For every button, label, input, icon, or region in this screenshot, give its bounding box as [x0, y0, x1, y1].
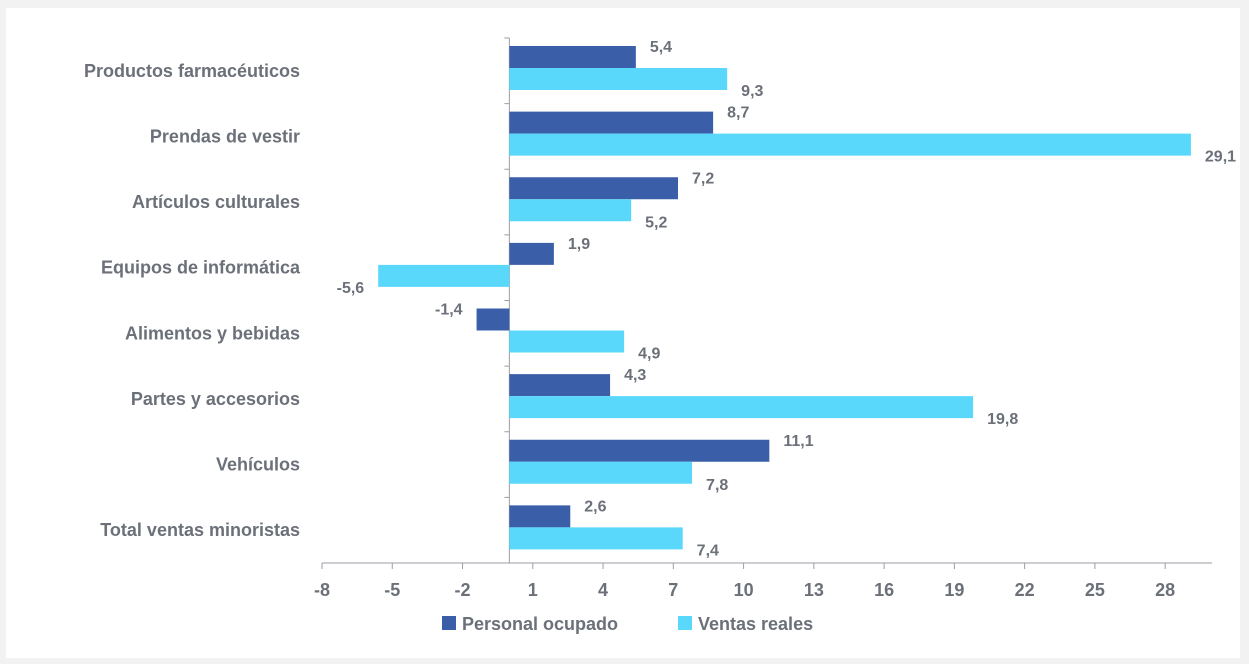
- x-tick-label: -5: [384, 580, 400, 600]
- bar-chart: -8 -5 -2 1 4 7 10 13 16 19 22 25 28 Productos farmacé…: [84, 37, 1236, 634]
- x-tick-label: 4: [598, 580, 608, 600]
- chart-card: -8 -5 -2 1 4 7 10 13 16 19 22 25 28 Productos farmacé…: [6, 8, 1240, 658]
- data-label: 5,4: [650, 39, 672, 56]
- legend-label: Ventas reales: [698, 614, 813, 634]
- x-tick-label: 19: [944, 580, 964, 600]
- data-label: 11,1: [783, 433, 813, 450]
- category-label: Productos farmacéuticos: [84, 61, 300, 81]
- bar-ventas-reales: [378, 264, 510, 287]
- data-label: 9,3: [741, 83, 763, 100]
- bar-personal-ocupado: [476, 308, 510, 331]
- category-label: Alimentos y bebidas: [125, 323, 300, 343]
- x-tick-label: 13: [804, 580, 824, 600]
- bar-personal-ocupado: [509, 439, 770, 462]
- bar-personal-ocupado: [509, 177, 678, 200]
- category-label: Vehículos: [216, 455, 300, 475]
- data-label: 7,4: [697, 542, 719, 559]
- x-tick-label: 16: [874, 580, 894, 600]
- category-label: Partes y accesorios: [131, 389, 300, 409]
- bar-ventas-reales: [509, 527, 683, 550]
- data-label: 1,9: [568, 236, 590, 253]
- bar-personal-ocupado: [509, 374, 611, 397]
- data-label: 7,2: [692, 170, 714, 187]
- bar-ventas-reales: [509, 330, 625, 353]
- data-label: 5,2: [645, 214, 667, 231]
- category-label: Artículos culturales: [132, 192, 300, 212]
- category-label: Prendas de vestir: [150, 126, 300, 146]
- data-label: 19,8: [987, 411, 1018, 428]
- bar-personal-ocupado: [509, 242, 554, 265]
- bar-personal-ocupado: [509, 111, 714, 134]
- bar-ventas-reales: [509, 68, 728, 90]
- category-label: Equipos de informática: [101, 258, 301, 278]
- x-tick-label: -2: [455, 580, 471, 600]
- bar-personal-ocupado: [509, 505, 571, 528]
- data-label: 8,7: [727, 105, 749, 122]
- category-label: Total ventas minoristas: [100, 520, 300, 540]
- data-label: 29,1: [1205, 149, 1236, 166]
- x-tick-label: 28: [1155, 580, 1175, 600]
- x-tick-label: 7: [668, 580, 678, 600]
- bar-ventas-reales: [509, 461, 693, 484]
- x-tick-label: 22: [1015, 580, 1035, 600]
- x-tick-label: 10: [734, 580, 754, 600]
- x-tick-label: 25: [1085, 580, 1105, 600]
- data-label: 4,3: [624, 367, 646, 384]
- x-tick-label: 1: [528, 580, 538, 600]
- legend-swatch: [678, 616, 692, 630]
- x-tick-label: -8: [314, 580, 330, 600]
- data-label: 2,6: [584, 498, 606, 515]
- data-label: 4,9: [638, 346, 660, 363]
- bar-ventas-reales: [509, 133, 1191, 156]
- legend-swatch: [442, 616, 456, 630]
- bar-ventas-reales: [509, 396, 974, 419]
- bar-ventas-reales: [509, 199, 632, 222]
- data-label: -1,4: [435, 302, 463, 319]
- bar-personal-ocupado: [509, 46, 636, 68]
- legend-label: Personal ocupado: [462, 614, 618, 634]
- data-label: 7,8: [706, 477, 728, 494]
- data-label: -5,6: [337, 280, 365, 297]
